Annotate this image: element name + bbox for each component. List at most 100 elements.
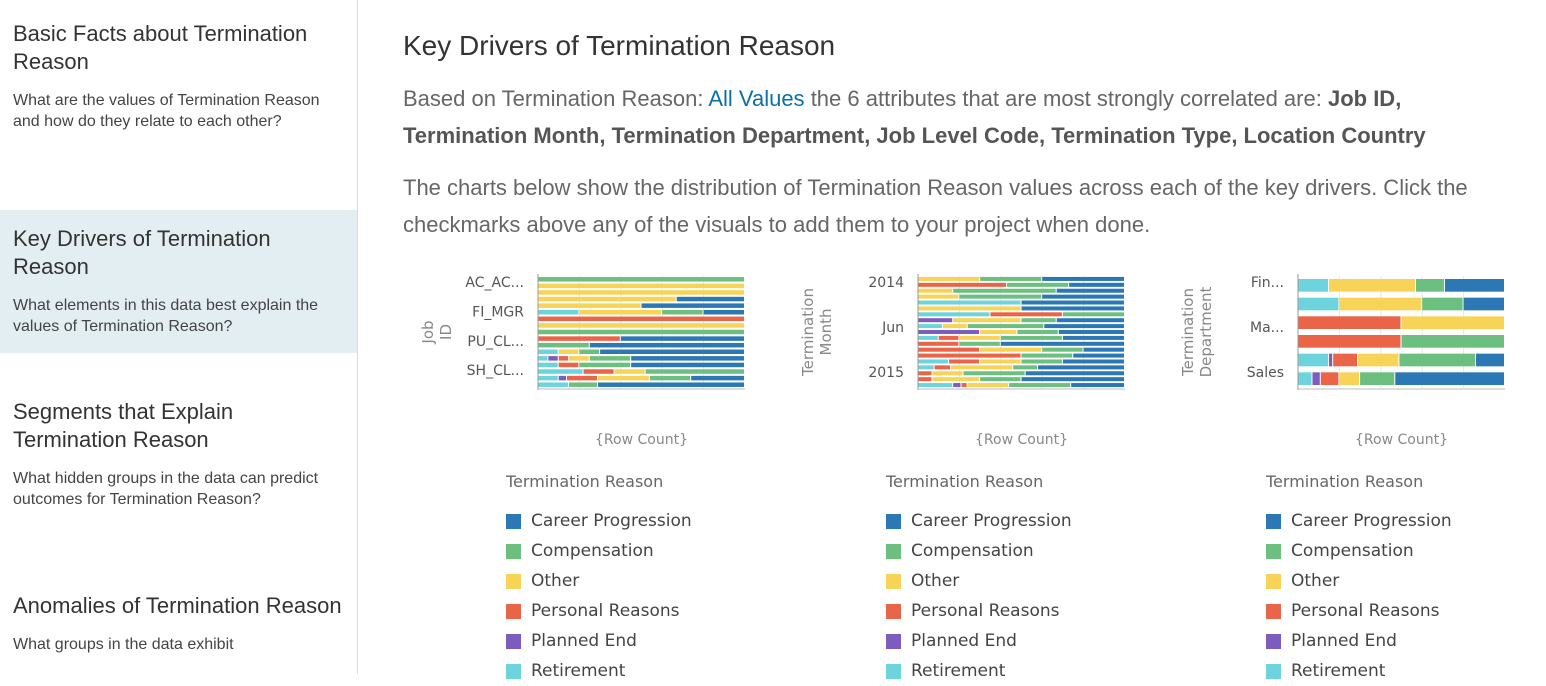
bar-segment[interactable]	[583, 369, 614, 374]
bar-segment[interactable]	[959, 294, 1042, 299]
sidebar-item-basic-facts[interactable]: Basic Facts about Termination Reason Wha…	[0, 20, 357, 195]
bar-segment[interactable]	[579, 310, 662, 315]
bar-segment[interactable]	[589, 356, 631, 361]
bar-segment[interactable]	[980, 330, 1017, 335]
bar-segment[interactable]	[691, 375, 744, 381]
bar-segment[interactable]	[538, 356, 548, 361]
bar-segment[interactable]	[980, 359, 1021, 364]
bar-segment[interactable]	[538, 310, 579, 315]
bar-segment[interactable]	[1062, 312, 1124, 317]
legend-item[interactable]: Retirement	[886, 656, 1186, 686]
legend-item[interactable]: Planned End	[506, 626, 806, 656]
bar-segment[interactable]	[1042, 276, 1124, 281]
bar-segment[interactable]	[1021, 353, 1073, 358]
bar-segment[interactable]	[1021, 318, 1056, 323]
bar-segment[interactable]	[918, 294, 959, 299]
legend-item[interactable]: Other	[506, 566, 806, 596]
bar-segment[interactable]	[1062, 335, 1124, 340]
chart-termination-month[interactable]: TerminationMonth 2014 Jun 2015 {Row Count}	[800, 262, 1140, 457]
bar-segment[interactable]	[1333, 353, 1358, 367]
bar-segment[interactable]	[918, 377, 932, 382]
bar-segment[interactable]	[1056, 288, 1124, 293]
bar-segment[interactable]	[569, 382, 598, 387]
bar-segment[interactable]	[558, 375, 566, 381]
bar-segment[interactable]	[1358, 353, 1399, 367]
bar-segment[interactable]	[538, 277, 744, 282]
bar-segment[interactable]	[649, 375, 691, 381]
bar-segment[interactable]	[990, 312, 1062, 317]
bar-segment[interactable]	[1401, 334, 1505, 348]
legend-item[interactable]: Planned End	[886, 626, 1186, 656]
legend-item[interactable]: Career Progression	[506, 506, 806, 536]
bar-segment[interactable]	[1042, 347, 1083, 352]
bar-segment[interactable]	[1339, 372, 1360, 386]
bar-segment[interactable]	[942, 324, 967, 329]
bar-segment[interactable]	[1021, 300, 1125, 305]
bar-segment[interactable]	[918, 347, 980, 352]
bar-segment[interactable]	[631, 356, 744, 361]
bar-segment[interactable]	[918, 300, 1021, 305]
bar-segment[interactable]	[932, 371, 963, 376]
bar-segment[interactable]	[918, 335, 938, 340]
bar-segment[interactable]	[631, 362, 744, 368]
bar-segment[interactable]	[566, 375, 598, 381]
bar-segment[interactable]	[538, 349, 558, 354]
chart-termination-department[interactable]: TerminationDepartment Fin... Ma... Sales {Ro…	[1180, 262, 1520, 457]
bar-segment[interactable]	[1329, 278, 1415, 292]
bar-segment[interactable]	[1083, 347, 1124, 352]
bar-segment[interactable]	[963, 371, 1025, 376]
sidebar-item-anomalies[interactable]: Anomalies of Termination Reason What gro…	[0, 592, 357, 674]
bar-segment[interactable]	[598, 382, 744, 387]
bar-segment[interactable]	[1009, 383, 1071, 388]
bar-segment[interactable]	[1069, 282, 1124, 287]
legend-item[interactable]: Compensation	[506, 536, 806, 566]
bar-segment[interactable]	[918, 324, 942, 329]
bar-segment[interactable]	[1395, 372, 1504, 386]
bar-segment[interactable]	[1044, 324, 1124, 329]
legend-item[interactable]: Career Progression	[886, 506, 1186, 536]
bar-segment[interactable]	[959, 341, 1000, 346]
bar-segment[interactable]	[538, 336, 620, 341]
bar-segment[interactable]	[598, 375, 649, 381]
bar-segment[interactable]	[918, 276, 980, 281]
bar-segment[interactable]	[959, 335, 1000, 340]
bar-segment[interactable]	[1058, 330, 1124, 335]
legend-item[interactable]: Compensation	[1266, 536, 1546, 566]
bar-segment[interactable]	[918, 330, 980, 335]
bar-segment[interactable]	[1320, 372, 1339, 386]
legend-item[interactable]: Other	[886, 566, 1186, 596]
bar-segment[interactable]	[1329, 353, 1333, 367]
sidebar-item-segments[interactable]: Segments that Explain Termination Reason…	[0, 398, 357, 558]
bar-segment[interactable]	[918, 288, 953, 293]
legend-item[interactable]: Personal Reasons	[506, 596, 806, 626]
bar-segment[interactable]	[918, 353, 1021, 358]
bar-segment[interactable]	[1401, 316, 1505, 330]
bar-segment[interactable]	[980, 347, 1042, 352]
legend-item[interactable]: Retirement	[1266, 656, 1546, 686]
bar-segment[interactable]	[538, 323, 744, 328]
bar-segment[interactable]	[1415, 278, 1444, 292]
bar-segment[interactable]	[558, 349, 579, 354]
bar-segment[interactable]	[538, 369, 583, 374]
bar-segment[interactable]	[558, 362, 579, 368]
bar-segment[interactable]	[1056, 318, 1124, 323]
bar-segment[interactable]	[1399, 353, 1476, 367]
bar-segment[interactable]	[1013, 365, 1038, 370]
bar-segment[interactable]	[645, 369, 744, 374]
bar-segment[interactable]	[1071, 383, 1124, 388]
bar-segment[interactable]	[600, 349, 744, 354]
bar-segment[interactable]	[934, 365, 951, 370]
bar-segment[interactable]	[538, 303, 641, 308]
bar-segment[interactable]	[1298, 372, 1312, 386]
bar-segment[interactable]	[1021, 306, 1125, 311]
bar-segment[interactable]	[918, 383, 953, 388]
bar-segment[interactable]	[951, 365, 1013, 370]
bar-segment[interactable]	[1476, 353, 1504, 367]
bar-segment[interactable]	[918, 318, 953, 323]
bar-segment[interactable]	[1000, 335, 1062, 340]
bar-segment[interactable]	[1017, 330, 1058, 335]
all-values-link[interactable]: All Values	[708, 86, 805, 111]
bar-segment[interactable]	[676, 296, 744, 302]
bar-segment[interactable]	[1312, 372, 1320, 386]
bar-segment[interactable]	[918, 312, 990, 317]
